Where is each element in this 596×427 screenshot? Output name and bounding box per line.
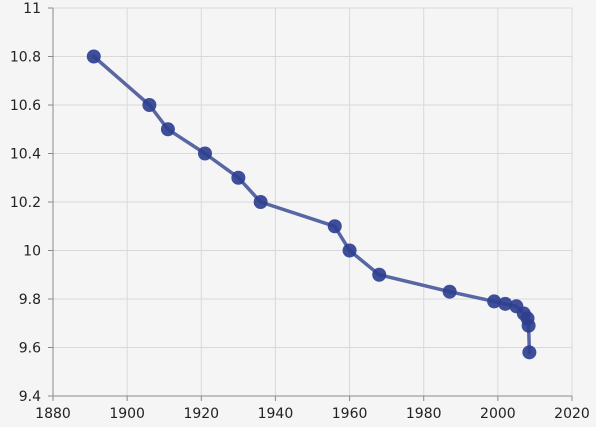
y-tick-label: 10.2 (10, 195, 41, 211)
data-point (342, 243, 357, 258)
data-point (160, 122, 175, 137)
data-point (142, 98, 157, 112)
x-tick-label: 2000 (480, 406, 516, 422)
data-point (231, 170, 246, 185)
y-tick-label: 9.4 (19, 389, 41, 405)
data-point (197, 146, 212, 161)
y-tick-label: 10.4 (10, 147, 41, 163)
x-tick-label: 2020 (554, 406, 590, 422)
series-line (92, 54, 532, 355)
data-point (522, 345, 537, 360)
data-point (372, 267, 387, 282)
x-tick-label: 1920 (183, 406, 219, 422)
y-tick-label: 10.8 (10, 50, 41, 66)
data-point (253, 195, 268, 209)
data-point (86, 49, 101, 64)
y-tick-label: 9.6 (19, 341, 41, 357)
x-tick-label: 1980 (406, 406, 442, 422)
y-tick-label: 10.6 (10, 98, 41, 114)
data-point (498, 296, 513, 311)
x-tick-label: 1880 (35, 406, 71, 422)
x-tick-label: 1960 (332, 406, 368, 422)
y-tick-label: 10 (23, 244, 41, 260)
data-point (521, 318, 536, 333)
data-point (327, 219, 342, 234)
y-tick-label: 9.8 (19, 292, 41, 308)
x-tick-label: 1940 (258, 406, 294, 422)
x-tick-label: 1900 (109, 406, 145, 422)
data-point (442, 284, 457, 299)
y-tick-label: 11 (23, 1, 41, 17)
data-point (487, 294, 502, 309)
